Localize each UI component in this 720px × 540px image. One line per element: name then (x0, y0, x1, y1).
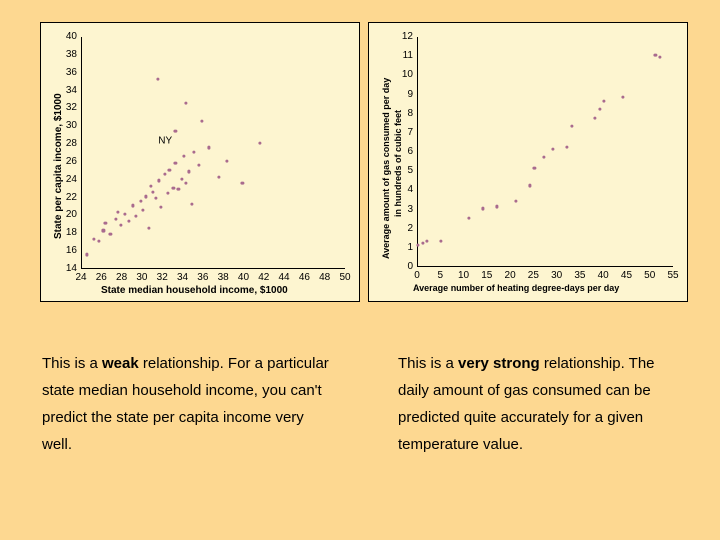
data-point (197, 164, 200, 167)
data-point (180, 177, 183, 180)
data-point (116, 210, 119, 213)
data-point (241, 182, 244, 185)
data-point (102, 229, 105, 232)
data-point (184, 182, 187, 185)
data-point (157, 77, 160, 80)
data-point (151, 191, 154, 194)
data-point (207, 146, 210, 149)
data-point (533, 167, 536, 170)
data-point (155, 197, 158, 200)
left-scatter-panel: NY14161820222426283032343638402426283032… (40, 22, 360, 302)
data-point (542, 155, 545, 158)
data-point (139, 199, 142, 202)
data-point (131, 204, 134, 207)
data-point (226, 159, 229, 162)
data-point (421, 241, 424, 244)
cap-l-prefix: This is a (42, 355, 102, 372)
data-point (174, 130, 177, 133)
data-point (603, 100, 606, 103)
data-point (104, 222, 107, 225)
data-point (174, 161, 177, 164)
data-point (93, 238, 96, 241)
data-point (127, 219, 130, 222)
data-point (149, 184, 152, 187)
data-point (158, 179, 161, 182)
data-point (141, 208, 144, 211)
data-point (160, 206, 163, 209)
cap-l-emph: weak (102, 355, 139, 372)
data-point (440, 240, 443, 243)
data-point (621, 96, 624, 99)
left-caption: This is a weak relationship. For a parti… (42, 350, 332, 458)
data-point (85, 253, 88, 256)
data-point (598, 107, 601, 110)
data-point (98, 240, 101, 243)
data-point (167, 191, 170, 194)
data-point (190, 202, 193, 205)
y-axis-label: State per capita income, $1000 (53, 93, 64, 239)
data-point (187, 170, 190, 173)
data-point (496, 205, 499, 208)
cap-r-emph: very strong (458, 355, 540, 372)
y-axis-label: Average amount of gas consumed per day (381, 78, 391, 259)
data-point (528, 184, 531, 187)
annotation-label: NY (158, 136, 172, 147)
data-point (468, 217, 471, 220)
data-point (593, 117, 596, 120)
x-axis-label: Average number of heating degree-days pe… (413, 283, 619, 293)
data-point (182, 155, 185, 158)
x-axis-label: State median household income, $1000 (101, 285, 288, 296)
data-point (177, 188, 180, 191)
data-point (119, 224, 122, 227)
data-point (416, 243, 419, 246)
data-point (654, 54, 657, 57)
cap-r-prefix: This is a (398, 355, 458, 372)
right-caption: This is a very strong relationship. The … (398, 350, 688, 458)
data-point (565, 146, 568, 149)
data-point (168, 168, 171, 171)
data-point (514, 199, 517, 202)
right-scatter-panel: 01234567891011120510152025303540455055Av… (368, 22, 688, 302)
data-point (426, 240, 429, 243)
data-point (184, 101, 187, 104)
y-axis-label-line2: in hundreds of cubic feet (393, 110, 403, 217)
data-point (570, 125, 573, 128)
data-point (658, 56, 661, 59)
data-point (551, 148, 554, 151)
data-point (482, 207, 485, 210)
data-point (200, 119, 203, 122)
data-point (123, 213, 126, 216)
data-point (172, 186, 175, 189)
data-point (217, 175, 220, 178)
data-point (134, 215, 137, 218)
data-point (258, 141, 261, 144)
data-point (164, 173, 167, 176)
data-point (144, 195, 147, 198)
data-point (147, 226, 150, 229)
data-point (192, 150, 195, 153)
data-point (114, 217, 117, 220)
data-point (109, 233, 112, 236)
